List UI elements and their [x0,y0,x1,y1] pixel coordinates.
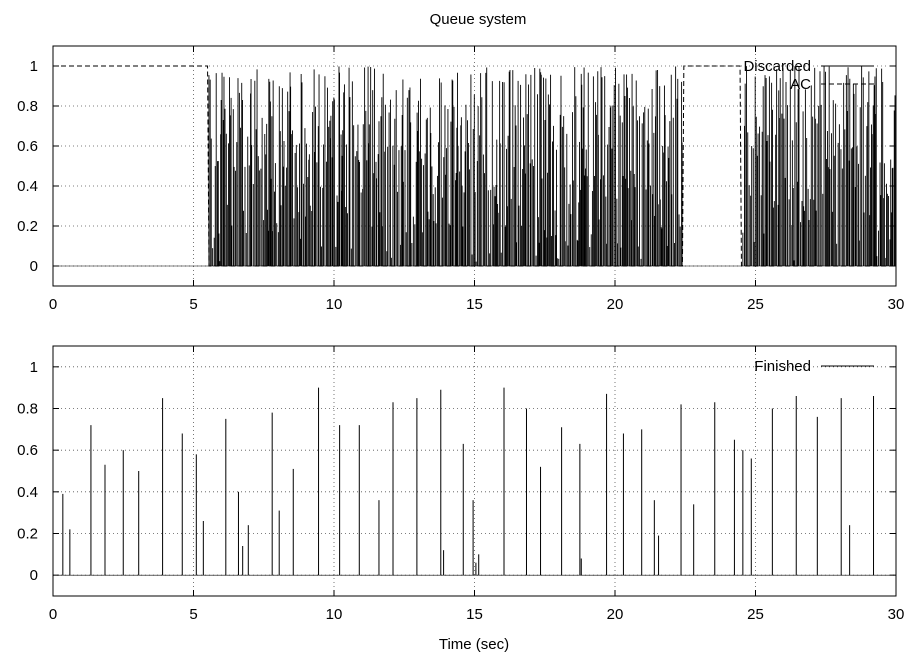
top-x-tick-label: 25 [747,296,764,313]
top-x-tick-label: 30 [888,296,905,313]
bottom-y-tick-label: 0.4 [17,484,38,501]
bottom-y-tick-label: 0 [30,567,38,584]
bottom-x-tick-label: 15 [466,606,483,623]
ac-step-line [53,65,896,267]
bottom-legend-label: Finished [754,358,811,375]
top-x-tick-label: 15 [466,296,483,313]
bottom-x-tick-label: 30 [888,606,905,623]
bottom-x-tick-label: 5 [189,606,197,623]
top-y-tick-label: 0.4 [17,178,38,195]
bottom-x-tick-label: 0 [49,606,57,623]
bottom-plot-frame [52,345,897,597]
top-x-tick-label: 10 [326,296,343,313]
top-x-tick-label: 0 [49,296,57,313]
top-legend-label: AC [790,76,811,93]
chart-title: Queue system [430,11,527,28]
top-x-tick-label: 5 [189,296,197,313]
bottom-y-tick-label: 0.8 [17,401,38,418]
bottom-y-tick-label: 0.6 [17,442,38,459]
bottom-x-tick-label: 10 [326,606,343,623]
top-y-tick-label: 0.8 [17,98,38,115]
top-legend-label: Discarded [743,58,811,75]
top-y-tick-label: 0 [30,258,38,275]
top-plot-frame [52,45,897,287]
bottom-x-tick-label: 25 [747,606,764,623]
top-y-tick-label: 0.6 [17,138,38,155]
top-y-tick-label: 0.2 [17,218,38,235]
bottom-y-tick-label: 1 [30,359,38,376]
bottom-x-tick-label: 20 [607,606,624,623]
top-x-tick-label: 20 [607,296,624,313]
top-y-tick-label: 1 [30,58,38,75]
bottom-y-tick-label: 0.2 [17,526,38,543]
x-axis-label: Time (sec) [439,636,509,653]
panel-finished: 0 5 10 15 20 25 30 0 0.2 0.4 0.6 0.8 1 Finished [17,345,905,623]
discarded-impulses [208,66,897,266]
